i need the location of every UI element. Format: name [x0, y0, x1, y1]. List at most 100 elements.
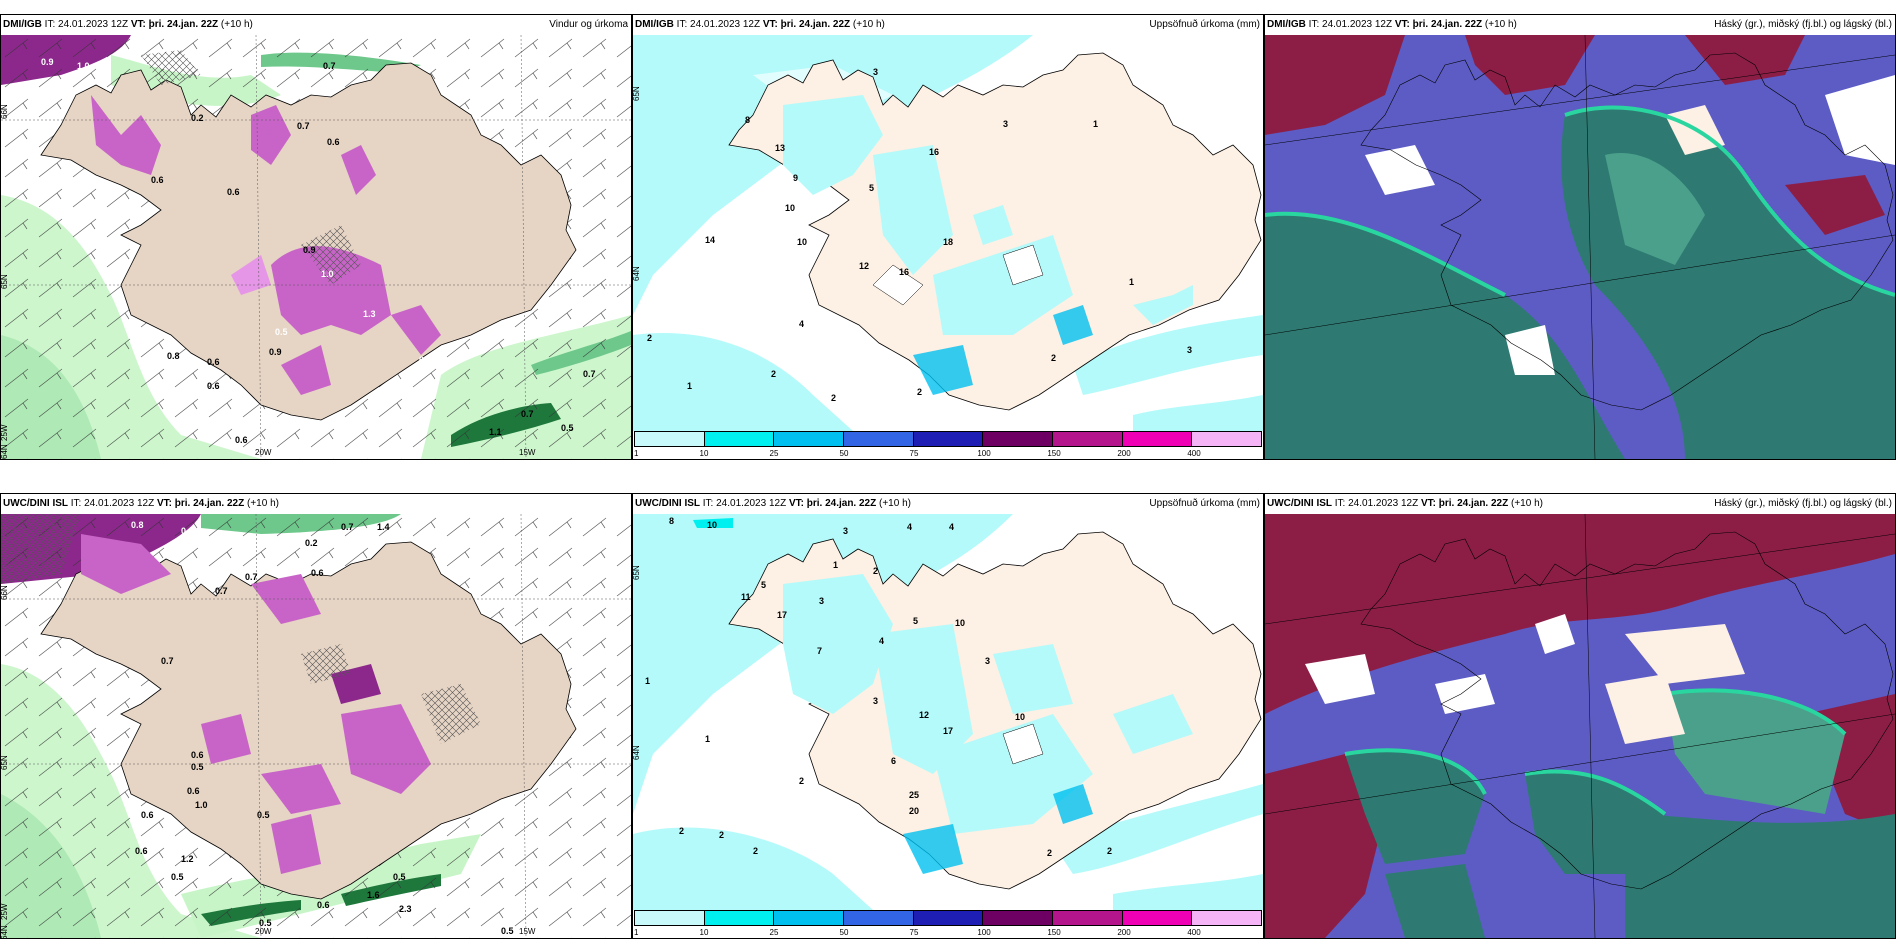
value-label: 0.7: [297, 121, 310, 131]
value-label: 3: [1003, 119, 1008, 129]
model-name: UWC/DINI ISL: [635, 498, 700, 509]
model-name: DMI/IGB: [3, 19, 42, 30]
value-label: 2.3: [399, 904, 412, 914]
colorbar-tick: 50: [839, 928, 849, 937]
value-label: 0.5: [257, 810, 270, 820]
axis-label: 66N: [1, 585, 9, 600]
axis-label: 64N: [1, 925, 9, 938]
colorbar: 1 10 25 50 75 100 150 200 400: [633, 431, 1263, 459]
value-label: 2: [1047, 848, 1052, 858]
colorbar-segment: [844, 911, 914, 925]
value-label: 17: [777, 610, 787, 620]
value-label: 20: [909, 806, 919, 816]
value-label: 1: [687, 381, 692, 391]
map-area[interactable]: 66N 65N 64N 25W 20W 15W 0.9 1.0 0.7 0.2 …: [1, 35, 631, 459]
value-label: 0.5: [393, 872, 406, 882]
colorbar: 1 10 25 50 75 100 150 200 400: [633, 910, 1263, 938]
value-label: 1.1: [489, 427, 502, 437]
map-area[interactable]: 65N 64N 3 8 13 9 10 5 16 3 1 14 10 16 12…: [633, 35, 1263, 459]
model-name: UWC/DINI ISL: [1267, 498, 1332, 509]
value-label: 0.6: [207, 357, 220, 367]
value-label: 4: [879, 636, 884, 646]
colorbar-segment: [635, 432, 705, 446]
value-label: 1.0: [77, 61, 90, 71]
colorbar-segment: [983, 432, 1054, 446]
colorbar-tick: 100: [977, 928, 991, 937]
value-label: 0.7: [341, 522, 354, 532]
value-label: 0.9: [303, 245, 316, 255]
panel-uwc-wind-precip: UWC/DINI ISL IT: 24.01.2023 12Z VT: þri.…: [0, 493, 632, 939]
colorbar-tick: 400: [1187, 449, 1201, 458]
value-label: 0.7: [323, 61, 336, 71]
value-label: 0.9: [269, 347, 282, 357]
value-label: 2: [719, 830, 724, 840]
colorbar-tick: 200: [1117, 449, 1131, 458]
map-area[interactable]: [1265, 514, 1895, 938]
colorbar-segment: [1192, 911, 1262, 925]
cloud-map: [1265, 514, 1895, 938]
value-label: 11: [741, 592, 751, 602]
value-label: 12: [859, 261, 869, 271]
colorbar-tick: 10: [699, 449, 709, 458]
value-label: 0.6: [191, 750, 204, 760]
colorbar-tick: 100: [977, 449, 991, 458]
value-label: 0.6: [207, 381, 220, 391]
value-label: 10: [797, 237, 807, 247]
axis-label: 20W: [255, 448, 272, 457]
value-label: 7: [817, 646, 822, 656]
colorbar-tick: 50: [839, 449, 849, 458]
accum-precip-map: 65N 64N 8 10 3 4 4 2 1 5 11 17 3 4 7 5 1…: [633, 514, 1263, 910]
colorbar-segment: [704, 911, 775, 925]
panel-uwc-clouds: UWC/DINI ISL IT: 24.01.2023 12Z VT: þri.…: [1264, 493, 1896, 939]
value-label: 2: [831, 393, 836, 403]
value-label: 5: [761, 580, 766, 590]
colorbar-segment: [844, 432, 914, 446]
value-label: 0.6: [141, 810, 154, 820]
value-label: 0.6: [235, 435, 248, 445]
axis-label: 64N: [633, 745, 641, 760]
colorbar-tick: 400: [1187, 928, 1201, 937]
value-label: 10: [955, 618, 965, 628]
axis-label: 25W: [1, 424, 9, 441]
value-label: 0.5: [275, 327, 288, 337]
value-label: 1: [1129, 277, 1134, 287]
value-label: 0.7: [245, 572, 258, 582]
value-label: 2: [1107, 846, 1112, 856]
axis-label: 65N: [633, 86, 641, 101]
model-name: DMI/IGB: [1267, 19, 1306, 30]
value-label: 14: [705, 235, 715, 245]
value-label: 10: [707, 520, 717, 530]
field-title: Háský (gr.), miðský (fj.bl.) og lágský (…: [1714, 19, 1892, 30]
axis-label: 66N: [1, 104, 9, 119]
colorbar-segment: [774, 911, 845, 925]
value-label: 2: [799, 776, 804, 786]
colorbar-segment: [1053, 911, 1123, 925]
map-area[interactable]: [1265, 35, 1895, 459]
colorbar-segment: [1122, 432, 1193, 446]
value-label: 1.3: [363, 309, 376, 319]
colorbar-tick: 25: [769, 928, 779, 937]
axis-label: 64N: [1, 444, 9, 459]
value-label: 0.6: [227, 187, 240, 197]
colorbar-tick: 150: [1047, 928, 1061, 937]
field-title: Uppsöfnuð úrkoma (mm): [1149, 19, 1260, 30]
value-label: 8: [669, 516, 674, 526]
map-area[interactable]: 66N 65N 64N 25W 20W 15W 0.8 0.4 0.7 1.4 …: [1, 514, 631, 938]
value-label: 0.4: [181, 526, 194, 536]
value-label: 0.2: [191, 113, 204, 123]
value-label: 0.2: [419, 355, 432, 365]
value-label: 0.7: [215, 586, 228, 596]
value-label: 0.6: [151, 175, 164, 185]
map-area[interactable]: 65N 64N 8 10 3 4 4 2 1 5 11 17 3 4 7 5 1…: [633, 514, 1263, 938]
colorbar-segment: [774, 432, 845, 446]
colorbar-tick: 1: [634, 449, 639, 458]
field-title: Vindur og úrkoma: [549, 19, 628, 30]
value-label: 9: [793, 173, 798, 183]
colorbar-segment: [1192, 432, 1262, 446]
value-label: 2: [753, 846, 758, 856]
axis-label: 64N: [633, 266, 641, 281]
panel-dmi-clouds: DMI/IGB IT: 24.01.2023 12Z VT: þri. 24.j…: [1264, 14, 1896, 460]
value-label: 4: [799, 319, 804, 329]
colorbar-segment: [913, 432, 984, 446]
colorbar-segment: [1053, 432, 1123, 446]
